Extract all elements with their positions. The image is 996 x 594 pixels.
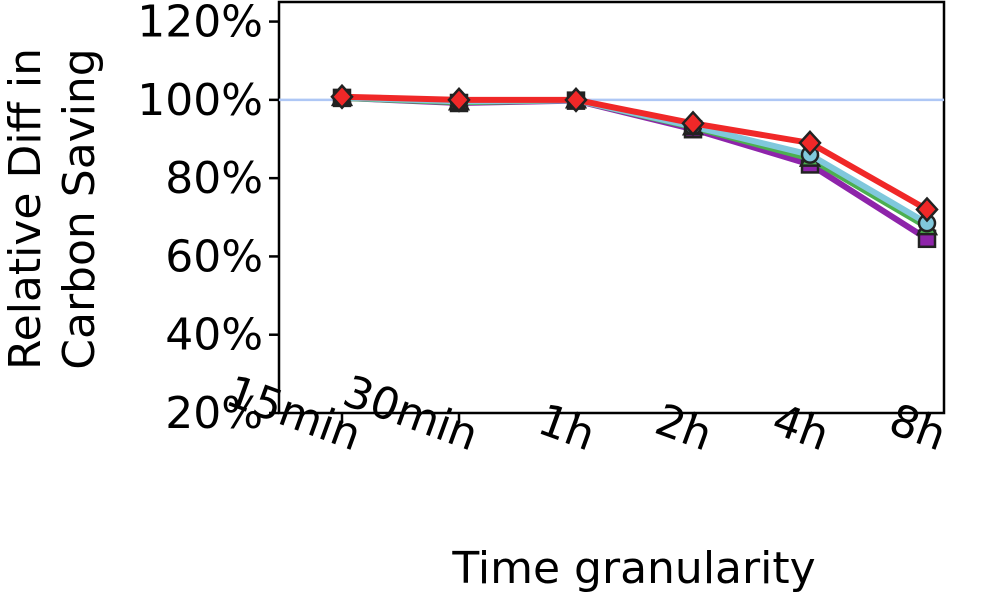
y-tick-label: 20%: [165, 388, 263, 439]
data-point: [447, 86, 471, 113]
y-tick-label: 120%: [137, 0, 263, 48]
data-point: [681, 110, 705, 137]
x-tick-label: 1h: [532, 394, 602, 461]
x-tick-label: 2h: [649, 394, 719, 461]
x-tick-label: 30min: [337, 366, 485, 461]
x-axis-label: Time granularity: [451, 543, 815, 594]
x-tick-label: 8h: [883, 394, 953, 461]
y-tick-label: 80%: [165, 153, 263, 204]
y-axis-label-line-1: Relative Diff in: [0, 48, 51, 370]
data-point: [330, 83, 354, 110]
y-tick-label: 60%: [165, 231, 263, 282]
series-line: [339, 93, 930, 213]
data-point: [564, 86, 588, 113]
series-3: [330, 83, 939, 223]
series-layer: [330, 83, 939, 249]
plot-frame: [277, 0, 946, 415]
x-tick-label: 4h: [766, 394, 836, 461]
data-point: [915, 196, 939, 223]
y-tick-label: 100%: [137, 75, 263, 126]
y-axis-label-line-2: Carbon Saving: [54, 48, 105, 369]
data-point: [798, 130, 822, 156]
y-axis: 20% 40% 60% 80% 100% 120%: [137, 0, 279, 439]
y-tick-label: 40%: [165, 310, 263, 361]
